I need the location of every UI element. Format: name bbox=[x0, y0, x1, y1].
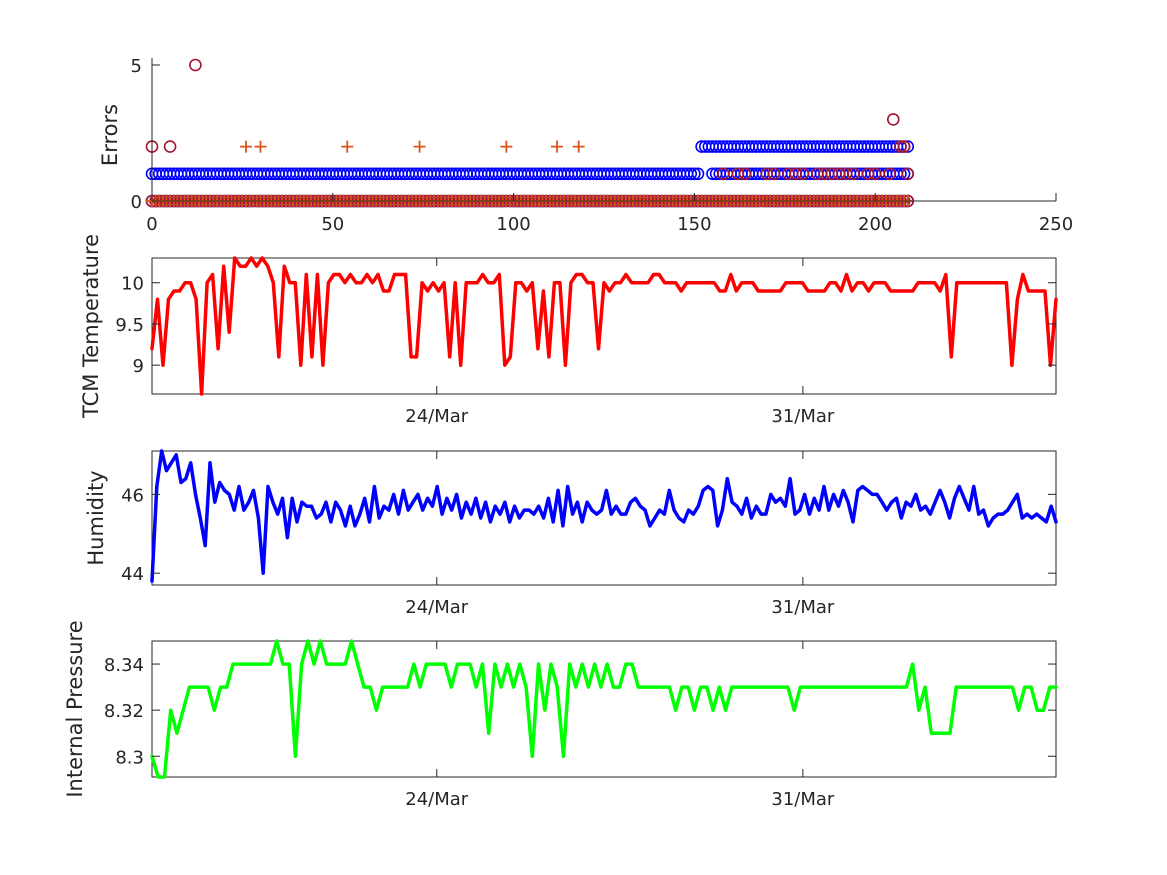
error-circle-marker bbox=[818, 167, 831, 181]
humidity-y-title: Humidity bbox=[84, 470, 108, 565]
errors-x-tick-label: 0 bbox=[146, 214, 157, 235]
error-plus-marker bbox=[341, 140, 354, 153]
error-circle-marker bbox=[811, 167, 824, 181]
error-circle-marker bbox=[897, 140, 911, 153]
error-plus-marker bbox=[572, 140, 585, 153]
error-circle-marker bbox=[717, 167, 730, 181]
error-plus-marker bbox=[254, 140, 267, 153]
humidity-x-tick-label: 31/Mar bbox=[771, 597, 835, 618]
error-circle-marker bbox=[839, 167, 853, 181]
temperature-x-tick-label: 31/Mar bbox=[771, 406, 835, 427]
errors-panel: 0 50 100 150 200 250 0 5 Errors bbox=[98, 56, 1073, 235]
error-circle-marker bbox=[738, 167, 752, 181]
errors-x-tick-label: 150 bbox=[677, 214, 711, 235]
errors-ticks: 0 50 100 150 200 250 0 5 bbox=[131, 56, 1074, 235]
pressure-x-tick-label: 31/Mar bbox=[771, 789, 835, 810]
error-circle-marker bbox=[901, 140, 915, 153]
pressure-y-tick-label: 8.34 bbox=[104, 655, 144, 676]
temperature-y-tick-label: 9 bbox=[133, 356, 144, 377]
error-circle-marker bbox=[189, 58, 202, 72]
error-circle-marker bbox=[897, 167, 911, 181]
humidity-x-tick-label: 24/Mar bbox=[405, 597, 469, 618]
error-circle-marker bbox=[767, 167, 781, 181]
error-plus-marker bbox=[500, 140, 513, 153]
pressure-y-tick-label: 8.32 bbox=[104, 701, 144, 722]
error-plus-marker bbox=[240, 140, 253, 153]
temperature-y-title: TCM Temperature bbox=[79, 234, 103, 419]
error-plus-marker bbox=[413, 140, 426, 153]
error-plus-marker bbox=[550, 140, 563, 153]
temperature-panel: 9 9.5 10 24/Mar 31/Mar TCM Temperature bbox=[79, 234, 1058, 427]
pressure-axes-box bbox=[151, 640, 1057, 778]
error-circle-marker bbox=[883, 167, 896, 181]
pressure-panel: 8.3 8.32 8.34 24/Mar 31/Mar Internal Pressur… bbox=[63, 620, 1058, 810]
humidity-y-tick-label: 44 bbox=[121, 564, 144, 585]
pressure-y-title: Internal Pressure bbox=[63, 620, 87, 797]
error-circle-marker bbox=[760, 167, 774, 181]
humidity-series-line bbox=[150, 449, 1058, 583]
pressure-ticks: 8.3 8.32 8.34 24/Mar 31/Mar bbox=[104, 641, 1056, 810]
error-circle-marker bbox=[894, 140, 907, 153]
pressure-series-line bbox=[150, 639, 1058, 779]
humidity-y-tick-label: 46 bbox=[121, 485, 144, 506]
temperature-x-tick-label: 24/Mar bbox=[405, 406, 469, 427]
error-circle-marker bbox=[825, 167, 839, 181]
error-circle-marker bbox=[847, 167, 860, 181]
errors-x-tick-label: 100 bbox=[496, 214, 530, 235]
humidity-ticks: 44 46 24/Mar 31/Mar bbox=[121, 451, 1056, 618]
pressure-x-tick-label: 24/Mar bbox=[405, 789, 469, 810]
error-circle-marker bbox=[796, 167, 810, 181]
error-circle-marker bbox=[789, 167, 802, 181]
error-circle-marker bbox=[861, 167, 875, 181]
temperature-series-line bbox=[150, 256, 1058, 396]
error-circle-marker bbox=[731, 167, 745, 181]
temperature-axes-box bbox=[151, 257, 1057, 395]
temperature-y-tick-label: 10 bbox=[121, 274, 144, 295]
error-circle-marker bbox=[886, 113, 900, 126]
error-circle-marker bbox=[688, 167, 701, 181]
temperature-ticks: 9 9.5 10 24/Mar 31/Mar bbox=[115, 258, 1056, 427]
error-circle-marker bbox=[782, 167, 795, 181]
temperature-y-tick-label: 9.5 bbox=[115, 315, 144, 336]
error-circle-marker bbox=[691, 167, 705, 181]
errors-x-tick-label: 250 bbox=[1039, 214, 1073, 235]
error-circle-marker bbox=[832, 167, 846, 181]
errors-y-tick-label: 0 bbox=[131, 192, 142, 213]
errors-x-tick-label: 200 bbox=[858, 214, 892, 235]
humidity-panel: 44 46 24/Mar 31/Mar Humidity bbox=[84, 449, 1058, 618]
error-circle-marker bbox=[163, 140, 177, 153]
error-circle-marker bbox=[901, 167, 915, 181]
errors-y-tick-label: 5 bbox=[131, 56, 142, 77]
error-circle-marker bbox=[684, 167, 698, 181]
errors-y-title: Errors bbox=[98, 104, 122, 166]
errors-x-tick-label: 50 bbox=[321, 214, 344, 235]
error-circle-marker bbox=[868, 167, 882, 181]
pressure-y-tick-label: 8.3 bbox=[115, 747, 144, 768]
